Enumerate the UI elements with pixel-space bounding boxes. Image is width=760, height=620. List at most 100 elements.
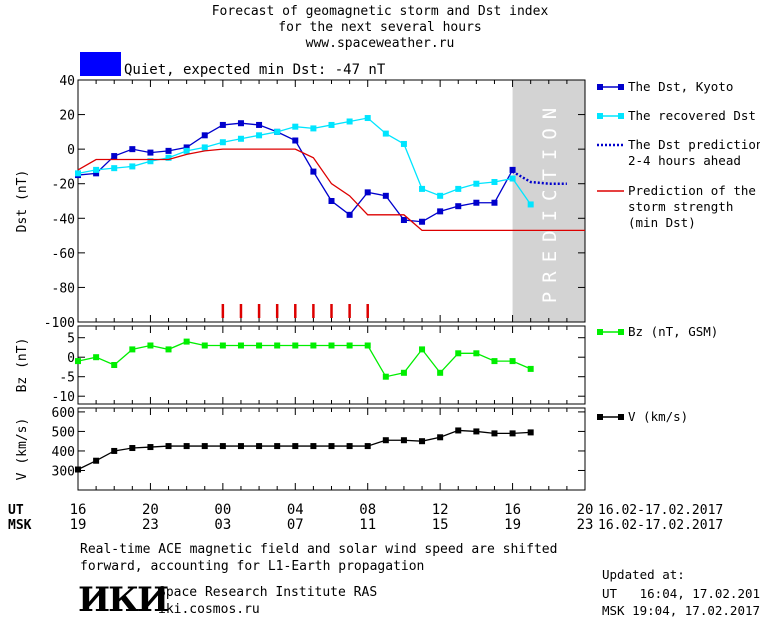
v-ytick-label: 600 bbox=[52, 406, 75, 421]
dst_recovered-point bbox=[419, 185, 426, 192]
bz-ytick-label: 5 bbox=[67, 332, 75, 347]
dst_recovered-point bbox=[400, 140, 407, 147]
x-tick-label-msk: 23 bbox=[577, 517, 594, 533]
bz-point bbox=[93, 354, 100, 361]
bz-point bbox=[328, 342, 335, 349]
dst_recovered-point bbox=[165, 154, 172, 161]
v-series-line bbox=[77, 429, 531, 471]
dst_recovered-point bbox=[310, 125, 317, 132]
legend-marker bbox=[618, 84, 624, 90]
v-point bbox=[473, 428, 480, 435]
dst-ytick-label: -40 bbox=[52, 212, 75, 227]
v-point bbox=[364, 443, 371, 450]
website-link[interactable]: www.spaceweather.ru bbox=[305, 36, 455, 51]
x-tick-label-ut: 20 bbox=[577, 502, 594, 518]
v-point bbox=[219, 443, 226, 450]
bz-point bbox=[400, 369, 407, 376]
updated-ut: UT 16:04, 17.02.2017 bbox=[602, 586, 760, 601]
x-tick-label-msk: 11 bbox=[359, 517, 376, 533]
v-point bbox=[346, 443, 353, 450]
dst_recovered-point bbox=[219, 139, 226, 146]
v-point bbox=[292, 443, 299, 450]
bz-point bbox=[75, 358, 81, 365]
v-point bbox=[437, 434, 444, 441]
dst_recovered-point bbox=[75, 170, 81, 177]
legend-label-storm_strength: Prediction of the storm strength (min Dst) bbox=[628, 183, 756, 230]
legend-marker bbox=[618, 414, 624, 420]
v-point bbox=[382, 437, 389, 444]
legend-item-v: V (km/s) bbox=[597, 409, 688, 424]
x-axis-ut-label: UT bbox=[8, 503, 24, 518]
iki-logo: ИКИ bbox=[78, 580, 169, 620]
v-ytick-label: 300 bbox=[52, 464, 75, 479]
bz-ytick-label: 0 bbox=[67, 351, 75, 366]
legend-marker bbox=[618, 113, 624, 119]
dst_kyoto-point bbox=[364, 189, 371, 196]
x-tick-label-ut: 00 bbox=[214, 502, 231, 518]
bz-point bbox=[274, 342, 281, 349]
bz-series-line bbox=[77, 340, 531, 378]
bz-point bbox=[346, 342, 353, 349]
legend-label-dst_kyoto: The Dst, Kyoto bbox=[628, 79, 733, 94]
x-tick-label-ut: 16 bbox=[504, 502, 521, 518]
institute-name: Space Research Institute RAS bbox=[158, 585, 378, 600]
v-ylabel: V (km/s) bbox=[15, 418, 30, 481]
legend-label-dst_recovered: The recovered Dst bbox=[628, 108, 756, 123]
dst_recovered-point bbox=[93, 166, 100, 173]
v-point bbox=[165, 443, 172, 450]
dst_recovered-point bbox=[201, 144, 208, 151]
legend-marker bbox=[618, 329, 624, 335]
bz-ylabel: Bz (nT) bbox=[15, 338, 30, 393]
status-label: Quiet, expected min Dst: -47 nT bbox=[124, 62, 386, 78]
x-axis-msk-label: MSK bbox=[8, 518, 32, 533]
dst-ytick-label: -60 bbox=[52, 247, 75, 262]
bz-point bbox=[201, 342, 208, 349]
dst_kyoto-point bbox=[437, 208, 444, 215]
dst_recovered-point bbox=[274, 128, 281, 135]
prediction-band-label: PREDICTION bbox=[539, 99, 561, 303]
legend-marker bbox=[597, 113, 603, 119]
dst_recovered-point bbox=[346, 118, 353, 125]
dst_kyoto-point bbox=[147, 149, 154, 156]
v-point bbox=[201, 443, 208, 450]
v-ytick-label: 400 bbox=[52, 445, 75, 460]
institute-site-link[interactable]: iki.cosmos.ru bbox=[158, 602, 260, 617]
x-tick-label-msk: 07 bbox=[287, 517, 304, 533]
dst_kyoto-point bbox=[455, 203, 462, 210]
legend-label-bz: Bz (nT, GSM) bbox=[628, 324, 718, 339]
chart-title-line2: for the next several hours bbox=[278, 20, 482, 35]
dst_kyoto-point bbox=[183, 144, 190, 151]
v-point bbox=[274, 443, 281, 450]
dst_kyoto-point bbox=[256, 121, 263, 128]
dst-ytick-label: -100 bbox=[44, 316, 75, 331]
x-tick-label-ut: 08 bbox=[359, 502, 376, 518]
dst_recovered-point bbox=[364, 115, 371, 122]
dst_kyoto-point bbox=[346, 211, 353, 218]
v-point bbox=[183, 443, 190, 450]
dst_kyoto-point bbox=[219, 121, 226, 128]
dst_recovered-point bbox=[183, 147, 190, 154]
v-point bbox=[310, 443, 317, 450]
legend-marker bbox=[597, 329, 603, 335]
v-point bbox=[509, 430, 516, 437]
dst_kyoto-point bbox=[419, 218, 426, 225]
dst_recovered-point bbox=[437, 192, 444, 199]
dst-panel: 40 20 0 -20 -40 -60 -80 -100 Dst (nT) bbox=[15, 74, 586, 331]
bz-point bbox=[219, 342, 226, 349]
storm_strength-series-line bbox=[77, 148, 585, 232]
dst_kyoto-point bbox=[111, 153, 118, 160]
dst_recovered-point bbox=[292, 123, 299, 130]
bz-point bbox=[111, 362, 118, 368]
v-point bbox=[237, 443, 244, 450]
dst_kyoto-point bbox=[93, 170, 100, 177]
x-axis-date-range-msk: 16.02-17.02.2017 bbox=[598, 518, 723, 533]
v-ytick-label: 500 bbox=[52, 425, 75, 440]
v-point bbox=[256, 443, 263, 450]
x-axis-date-range-ut: 16.02-17.02.2017 bbox=[598, 503, 723, 518]
bz-point bbox=[129, 346, 136, 353]
v-point bbox=[147, 444, 154, 451]
chart-title-line1: Forecast of geomagnetic storm and Dst in… bbox=[211, 4, 549, 19]
legend-label-v: V (km/s) bbox=[628, 409, 688, 424]
v-point bbox=[527, 429, 534, 436]
dst-ylabel: Dst (nT) bbox=[15, 170, 30, 233]
